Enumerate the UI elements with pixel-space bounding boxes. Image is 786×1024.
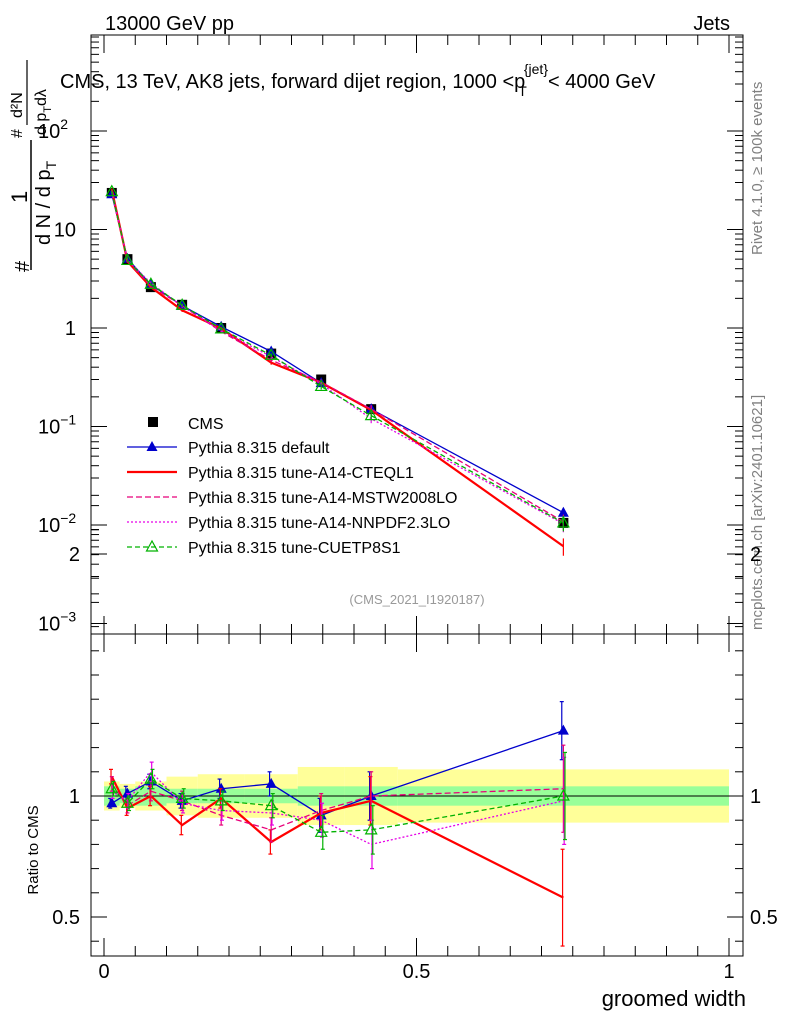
series-marker	[557, 506, 569, 517]
ratio-tick-label-left: 1	[69, 786, 80, 808]
series-marker	[264, 348, 278, 360]
ylabel-hash-1: #	[12, 260, 34, 272]
title-main: CMS, 13 TeV, AK8 jets, forward dijet reg…	[60, 71, 525, 93]
ratio-tick-label-left: 0.5	[52, 907, 80, 929]
legend: CMS Pythia 8.315 default Pythia 8.315 tune…	[127, 416, 457, 557]
legend-marker-cms	[148, 417, 158, 427]
legend-label: Pythia 8.315 tune-A14-CTEQL1	[188, 465, 414, 482]
ratio-tick-label-right: 1	[750, 786, 761, 808]
series-marker	[364, 822, 378, 835]
series-marker	[145, 539, 159, 552]
legend-label: Pythia 8.315 tune-CUETP8S1	[188, 540, 401, 557]
series-marker	[264, 798, 278, 811]
y-tick-label: 10−1	[38, 412, 76, 439]
x-tick-label: 0	[98, 961, 109, 983]
series-marker	[120, 796, 134, 808]
ylabel-den-sub: T	[43, 160, 59, 169]
title-sub: T	[518, 83, 527, 99]
series-marker	[144, 276, 158, 289]
series-marker	[214, 793, 228, 806]
mcplots-label: mcplots.cern.ch [arXiv:2401.10621]	[749, 395, 766, 630]
series-line-ratio	[110, 776, 564, 899]
y-tick-label: 10−2	[38, 510, 76, 537]
y-tick-label-base: 10	[38, 614, 60, 636]
lower-y-label: Ratio to CMS	[25, 805, 42, 894]
header-left: 13000 GeV pp	[105, 13, 234, 35]
legend-label: Pythia 8.315 default	[188, 440, 330, 457]
y-tick-label-exp: −3	[60, 609, 76, 625]
ylabel-num: d²N	[9, 92, 26, 118]
series-marker	[314, 825, 328, 837]
legend-label: Pythia 8.315 tune-A14-MSTW2008LO	[188, 490, 457, 507]
y-tick-label-base: 10	[38, 515, 60, 537]
ylabel-den-main: d N / d p	[33, 169, 55, 245]
y-tick-label: 10−3	[38, 609, 76, 636]
series-marker	[175, 297, 189, 310]
series-marker	[215, 782, 227, 793]
y-tick-label-base: 10	[38, 417, 60, 439]
series-marker	[105, 781, 119, 794]
series-marker	[105, 184, 119, 197]
series-marker	[120, 253, 134, 266]
series-marker	[121, 787, 133, 798]
legend-label: Pythia 8.315 tune-A14-NNPDF2.3LO	[188, 515, 450, 532]
series-line-ratio	[111, 778, 564, 833]
y-tick-label-exp: −2	[60, 510, 76, 526]
header-right: Jets	[693, 13, 730, 35]
ylabel-one: 1	[7, 191, 32, 203]
series-marker	[556, 515, 570, 528]
series-marker	[265, 777, 277, 788]
series-line-ratio	[111, 770, 564, 846]
legend-label-cms: CMS	[188, 416, 224, 433]
ylabel-den: d N / d pT	[33, 160, 59, 245]
ylabel-num-den: d pTdλ	[33, 89, 54, 135]
ylabel-num-den-sub: T	[42, 106, 54, 113]
x-tick-label: 0.5	[403, 961, 431, 983]
y-tick-label-exp: 2	[60, 116, 68, 132]
series-marker	[557, 724, 569, 735]
x-tick-label: 1	[723, 961, 734, 983]
rivet-label: Rivet 4.1.0, ≥ 100k events	[749, 82, 766, 255]
series-marker	[106, 797, 118, 808]
x-axis-label: groomed width	[602, 986, 746, 1011]
series-marker	[146, 441, 158, 451]
title-tail: < 4000 GeV	[548, 71, 656, 93]
ratio-tick-label-right: 0.5	[750, 907, 778, 929]
y-tick-label: 10	[54, 220, 76, 242]
y-tick-label: 1	[65, 318, 76, 340]
series-marker	[144, 771, 158, 784]
ratio-tick-label-left: 2	[69, 544, 80, 566]
ratio-tick-label-right: 2	[750, 544, 761, 566]
y-tick-label-base: 10	[38, 121, 60, 143]
upper-y-label: # 1 d N / d pT # d²N d pTdλ	[7, 60, 59, 272]
series-marker	[175, 791, 189, 804]
series-marker	[556, 788, 570, 801]
title-sup: {jet}	[524, 61, 548, 77]
series-marker	[364, 408, 378, 421]
series-marker	[314, 379, 328, 392]
ylabel-num-den-main: d p	[33, 113, 50, 135]
y-tick-label-exp: −1	[60, 412, 76, 428]
ylabel-hash-2: #	[9, 129, 26, 138]
chart-title: CMS, 13 TeV, AK8 jets, forward dijet reg…	[60, 61, 656, 99]
ylabel-num-den-tail: dλ	[33, 89, 50, 106]
y-tick-label: 102	[38, 116, 68, 143]
watermark: (CMS_2021_I1920187)	[349, 592, 484, 607]
series-marker	[214, 321, 228, 334]
